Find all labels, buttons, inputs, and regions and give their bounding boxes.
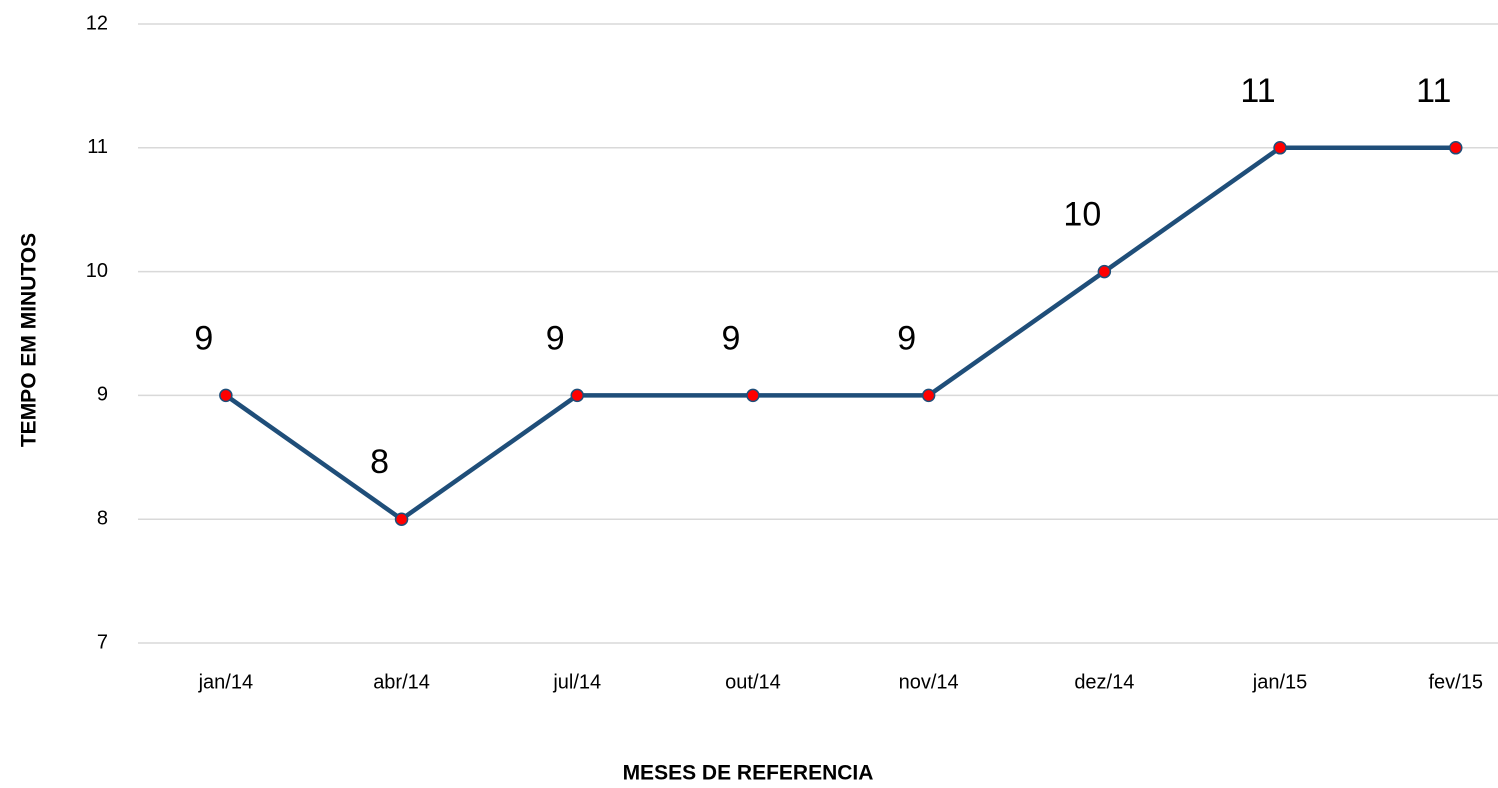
x-tick-label: abr/14 [373,671,430,693]
data-label: 9 [897,319,916,357]
data-label: 10 [1063,196,1101,234]
x-tick-label: jan/14 [198,671,254,693]
marker [570,388,584,403]
y-tick-label: 10 [86,260,108,282]
marker [746,388,760,403]
marker [1273,141,1287,155]
data-label: 11 [1240,72,1275,110]
y-tick-label: 11 [87,136,108,158]
y-axis-label: TEMPO EM MINUTOS [18,233,41,447]
marker [219,388,233,403]
data-label: 9 [721,319,740,357]
data-label: 9 [194,319,213,357]
data-label: 11 [1416,72,1451,110]
marker [1097,264,1112,279]
x-tick-label: dez/14 [1074,671,1134,693]
y-tick-label: 8 [97,507,108,529]
x-tick-label: fev/15 [1429,671,1483,693]
y-tick-label: 12 [86,12,108,34]
line [224,145,1456,522]
data-label: 9 [546,319,565,357]
data-label: 8 [370,443,389,481]
marker [1449,141,1463,155]
x-tick-label: out/14 [725,671,781,693]
y-tick-label: 9 [97,384,108,406]
y-tick-label: 7 [97,631,108,653]
x-tick-label: jan/15 [1252,671,1308,693]
x-axis-label: MESES DE REFERENCIA [623,762,874,785]
marker [921,388,936,403]
marker [394,512,409,526]
x-tick-label: nov/14 [899,671,959,693]
x-tick-label: jul/14 [552,671,601,693]
